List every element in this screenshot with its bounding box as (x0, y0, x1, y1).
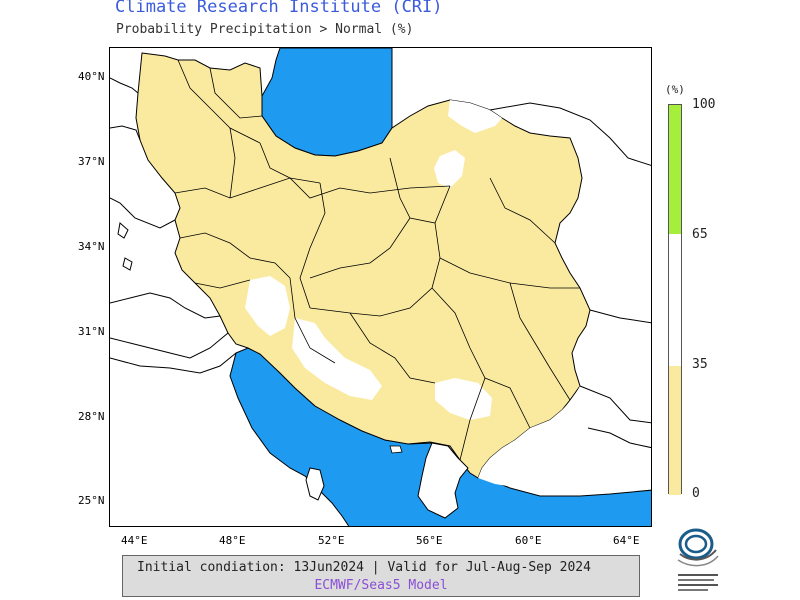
country-borders (110, 77, 651, 449)
island (389, 445, 403, 454)
colorbar-unit: (%) (665, 83, 685, 96)
map-title: Climate Research Institute (CRI) (115, 0, 443, 17)
forecast-validity-text: Initial condiation: 13Jun2024 | Valid fo… (137, 560, 591, 575)
lat-label: 25°N (78, 494, 105, 507)
province-boundaries (174, 59, 580, 461)
colorbar-tick: 65 (692, 227, 708, 242)
iran-precip-map (110, 48, 651, 526)
lat-label: 31°N (78, 325, 105, 338)
lat-label: 40°N (78, 70, 105, 83)
lon-label: 60°E (515, 534, 542, 547)
near-normal-area-gulf-coast (292, 318, 382, 400)
lon-label: 48°E (219, 534, 246, 547)
lat-label: 28°N (78, 410, 105, 423)
qatar-peninsula (305, 467, 325, 501)
lon-label: 56°E (416, 534, 443, 547)
lat-label: 37°N (78, 155, 105, 168)
colorbar-tick: 0 (692, 486, 700, 501)
colorbar-tick: 35 (692, 357, 708, 372)
colorbar-tick: 100 (692, 97, 716, 112)
map-panel (109, 47, 652, 527)
colorbar-bin-above (669, 105, 681, 234)
colorbar-bin-near (669, 234, 681, 366)
lon-label: 44°E (121, 534, 148, 547)
oman-headland (417, 442, 469, 519)
near-normal-area-kerman (435, 378, 492, 420)
near-normal-area-southeast (478, 386, 590, 493)
cri-logo-icon (672, 524, 724, 594)
lon-label: 64°E (613, 534, 640, 547)
iran-below-normal-area (135, 52, 591, 479)
near-normal-area-northeast (448, 100, 502, 133)
colorbar-bin-below (669, 366, 681, 495)
near-normal-area-southwest (245, 276, 290, 336)
colorbar (668, 104, 682, 495)
lon-label: 52°E (318, 534, 345, 547)
lat-label: 34°N (78, 240, 105, 253)
model-name-text: ECMWF/Seas5 Model (314, 578, 448, 593)
map-subtitle: Probability Precipitation > Normal (%) (116, 22, 414, 37)
near-normal-area-khorasan (434, 150, 465, 188)
footer-info-box: Initial condiation: 13Jun2024 | Valid fo… (122, 555, 640, 597)
